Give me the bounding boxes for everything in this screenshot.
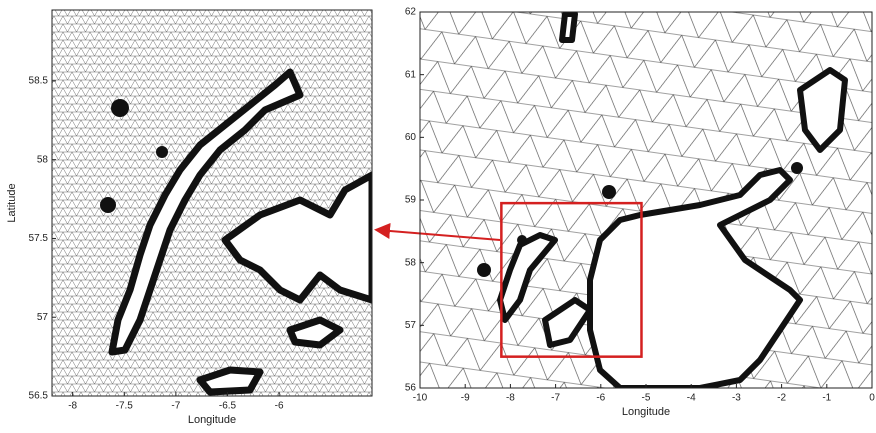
x-tick-label: 0 [869,393,875,404]
x-tick-label: -1 [822,393,831,404]
x-tick-label: -5 [642,393,651,404]
y-tick-label: 60 [405,132,417,143]
x-tick-label: -6.5 [219,401,237,412]
x-axis-title: Longitude [188,414,236,426]
y-tick-label: 57.5 [29,233,49,244]
x-tick-label: -10 [413,393,428,404]
x-tick-label: -8 [68,401,77,412]
y-tick-label: 56 [405,383,417,394]
y-tick-label: 58.5 [29,76,49,87]
x-tick-label: -7 [171,401,180,412]
x-axis-title: Longitude [622,406,670,418]
x-tick-label: -7 [551,393,560,404]
y-tick-label: 58 [37,154,49,165]
y-tick-label: 62 [405,7,417,18]
y-axis-title: Latitude [6,183,18,222]
figure: -8 -7.5 -7 -6.5 -6 56.5 57 57.5 58 58.5 Longitude L… [0,0,876,433]
y-tick-label: 57 [405,320,417,331]
x-tick-label: -2 [777,393,786,404]
x-tick-label: -6 [275,401,284,412]
y-tick-label: 56.5 [29,391,49,402]
y-tick-label: 57 [37,312,49,323]
x-tick-label: -8 [506,393,515,404]
x-tick-label: -6 [596,393,605,404]
left-mesh [52,10,372,396]
x-tick-label: -7.5 [116,401,134,412]
x-tick-label: -3 [732,393,741,404]
x-tick-label: -9 [461,393,470,404]
y-tick-label: 58 [405,257,417,268]
x-tick-label: -4 [687,393,696,404]
y-tick-label: 61 [405,69,417,80]
right-mesh [420,12,872,388]
y-tick-label: 59 [405,195,417,206]
